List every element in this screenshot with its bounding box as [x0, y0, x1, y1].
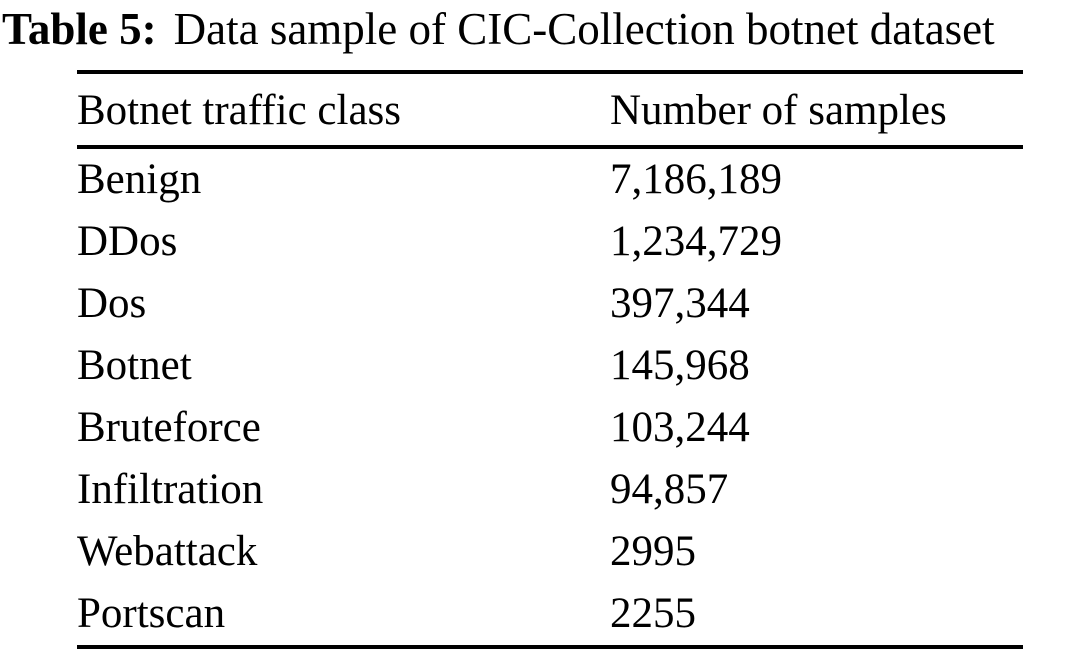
cell-sample-count: 94,857 — [610, 466, 729, 513]
cell-sample-count: 397,344 — [610, 280, 750, 327]
cell-sample-count: 2995 — [610, 528, 696, 575]
table-row: Webattack 2995 — [77, 521, 1023, 583]
cell-traffic-class: Portscan — [77, 590, 226, 637]
cell-sample-count: 103,244 — [610, 404, 750, 451]
cell-traffic-class: Webattack — [77, 528, 258, 575]
table-row: Dos 397,344 — [77, 273, 1023, 335]
cell-sample-count: 7,186,189 — [610, 156, 782, 203]
cell-sample-count: 145,968 — [610, 342, 750, 389]
table-caption-label: Table 5: — [2, 4, 157, 54]
cell-traffic-class: Dos — [77, 280, 147, 327]
cell-traffic-class: Botnet — [77, 342, 192, 389]
cell-traffic-class: Benign — [77, 156, 202, 203]
table-caption: Table 5: Data sample of CIC-Collection bo… — [2, 2, 1083, 56]
table-row: Benign 7,186,189 — [77, 147, 1023, 211]
cell-sample-count: 2255 — [610, 590, 696, 637]
table-row: Botnet 145,968 — [77, 335, 1023, 397]
table-row: DDos 1,234,729 — [77, 211, 1023, 273]
cell-traffic-class: Bruteforce — [77, 404, 261, 451]
cell-traffic-class: DDos — [77, 218, 178, 265]
column-header-number-of-samples: Number of samples — [610, 87, 947, 134]
cell-sample-count: 1,234,729 — [610, 218, 782, 265]
cell-traffic-class: Infiltration — [77, 466, 264, 513]
column-header-botnet-traffic-class: Botnet traffic class — [77, 87, 401, 134]
table-row: Infiltration 94,857 — [77, 459, 1023, 521]
table-row: Portscan 2255 — [77, 583, 1023, 647]
botnet-dataset-table: Botnet traffic class Number of samples B… — [77, 70, 1023, 649]
table-caption-text: Data sample of CIC-Collection botnet dat… — [173, 4, 995, 54]
table-header-row: Botnet traffic class Number of samples — [77, 72, 1023, 147]
table-row: Bruteforce 103,244 — [77, 397, 1023, 459]
